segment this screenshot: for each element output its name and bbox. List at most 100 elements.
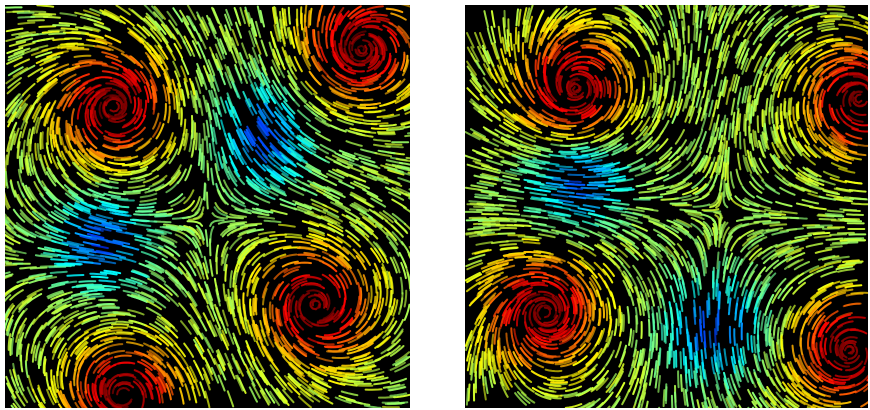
streak	[289, 8, 290, 24]
streak	[826, 214, 842, 215]
streak	[410, 189, 425, 196]
streak	[90, 63, 106, 64]
streak	[40, 133, 41, 149]
streak	[325, 346, 341, 347]
streak	[103, 308, 119, 309]
streak	[664, 59, 665, 75]
streak	[366, 389, 382, 390]
streak	[710, 332, 711, 348]
streak	[545, 66, 546, 82]
streak	[326, 32, 327, 48]
streak	[90, 274, 106, 275]
streak	[207, 137, 208, 153]
streak	[694, 24, 695, 40]
streak	[4, 171, 5, 187]
streak	[51, 272, 67, 273]
streak	[766, 325, 767, 341]
streak	[768, 329, 769, 345]
streak	[700, 320, 701, 336]
streak	[43, 32, 59, 33]
streak	[87, 287, 103, 288]
page: (() => { JSON.parse(document.getElementB…	[0, 0, 870, 410]
streak	[124, 191, 140, 192]
streak	[352, 88, 368, 89]
streak	[48, 128, 49, 144]
streak	[44, 17, 60, 18]
streak	[342, 365, 358, 366]
streak	[467, 220, 483, 221]
streak	[587, 196, 603, 197]
streak	[467, 389, 468, 405]
streak	[204, 183, 205, 199]
streak	[760, 0, 773, 5]
streak	[387, 146, 403, 147]
streak	[798, 102, 799, 118]
streak	[210, 239, 211, 255]
streak	[687, 0, 688, 12]
streak	[67, 275, 83, 276]
streak	[62, 28, 78, 29]
streak	[140, 221, 156, 222]
streak	[371, 286, 372, 302]
streak	[719, 292, 720, 308]
streak	[286, 237, 302, 238]
streak	[344, 378, 360, 379]
streak	[684, 349, 685, 365]
streak	[500, 221, 516, 222]
streak	[851, 293, 867, 294]
streak	[102, 312, 118, 313]
streak	[687, 330, 688, 346]
streak	[828, 9, 844, 10]
streak	[770, 218, 786, 219]
streak	[847, 214, 863, 215]
streak	[99, 306, 115, 307]
streak	[95, 77, 111, 78]
streak	[667, 352, 668, 368]
streak	[0, 261, 8, 262]
flow-visualization	[0, 0, 870, 410]
streak	[782, 335, 783, 351]
streak	[1, 265, 17, 266]
streak	[681, 375, 682, 391]
streak	[707, 301, 708, 317]
streak	[662, 324, 663, 340]
streak	[364, 120, 380, 121]
streak	[409, 195, 423, 203]
streak	[270, 302, 271, 318]
streak	[606, 304, 607, 320]
streak	[408, 130, 424, 133]
streak	[671, 203, 687, 204]
streak	[739, 114, 740, 130]
streak	[112, 324, 128, 325]
streak	[86, 377, 87, 393]
streak	[650, 334, 651, 350]
streak	[651, 74, 652, 90]
streak	[683, 28, 684, 44]
streak	[243, 293, 244, 309]
streak	[203, 156, 204, 172]
streak	[253, 299, 254, 315]
streak	[499, 233, 515, 234]
streak	[295, 263, 311, 264]
streak	[514, 220, 530, 221]
streak	[124, 193, 140, 194]
streak	[196, 133, 197, 149]
streak	[410, 247, 418, 261]
streak	[134, 214, 150, 215]
streak	[482, 214, 498, 215]
streak	[18, 17, 34, 18]
streak	[502, 209, 518, 210]
streak	[785, 0, 800, 5]
streak	[200, 145, 201, 161]
streak	[20, 345, 21, 361]
streak	[565, 157, 581, 158]
streak	[386, 144, 402, 145]
streak	[352, 82, 368, 83]
streak	[28, 20, 44, 21]
streak	[593, 194, 609, 195]
streak	[92, 277, 108, 278]
streak	[599, 186, 615, 187]
streak	[830, 234, 846, 235]
streak	[305, 6, 306, 22]
streak	[824, 19, 840, 20]
